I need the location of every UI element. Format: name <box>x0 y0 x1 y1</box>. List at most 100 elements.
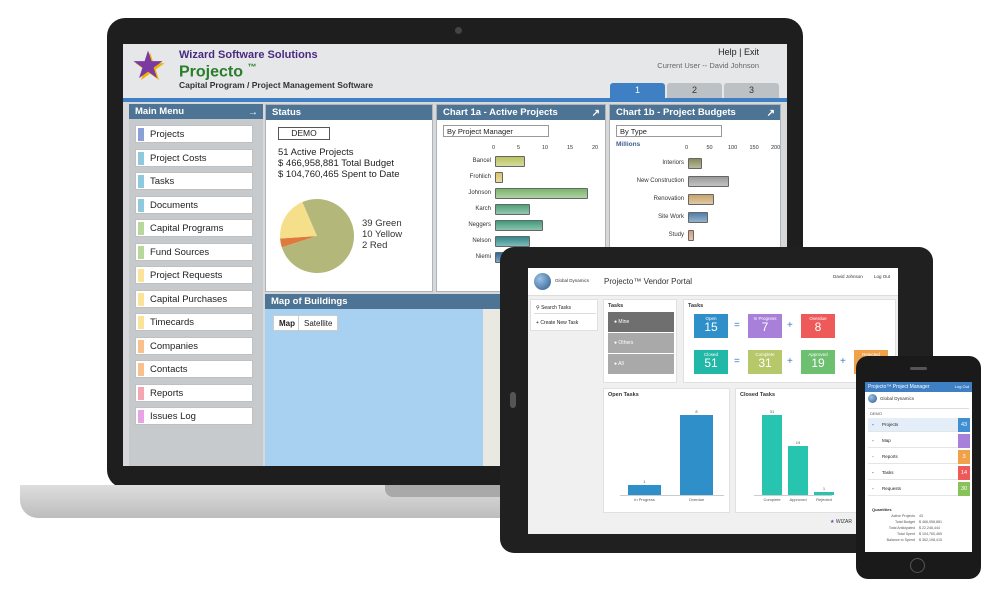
tablet-screen: Global Dynamics Projecto™ Vendor Portal … <box>528 268 898 534</box>
create-task-button[interactable]: + Create New Task <box>534 318 596 328</box>
bar-nelson[interactable] <box>495 236 530 247</box>
menu-item-project-costs[interactable]: Project Costs <box>135 148 253 167</box>
vendor-org-name: Global Dynamics <box>555 278 590 283</box>
menu-item-projects[interactable]: Projects <box>135 125 253 143</box>
open-tasks-title: Open Tasks <box>608 392 639 398</box>
tile-complete-label: Complete <box>755 352 775 357</box>
chart-1b-selector[interactable]: By Type <box>616 125 722 137</box>
equals-sign: = <box>734 356 740 367</box>
menu-color-swatch <box>138 292 144 306</box>
bar-karch[interactable] <box>495 204 530 215</box>
tile-approved[interactable]: Approved 19 <box>801 350 835 374</box>
laptop-notch <box>385 485 515 497</box>
tile-in-progress[interactable]: In Progress 7 <box>748 314 782 338</box>
menu-item-project-requests[interactable]: Project Requests <box>135 266 253 284</box>
menu-item-reports[interactable]: Reports <box>135 383 253 402</box>
status-panel: Status DEMO 51 Active Projects $ 466,958… <box>265 104 433 292</box>
company-name: Wizard Software Solutions <box>179 49 318 61</box>
x-tick-label: 10 <box>542 145 549 151</box>
phone-menu-reports[interactable]: ▪ Reports 3 <box>868 450 970 464</box>
phone-item-count: 3 <box>958 450 970 464</box>
help-link[interactable]: Help <box>718 47 737 57</box>
closed-tasks-plot: 31 Complete 19 Approved 1 Rejected <box>736 399 897 514</box>
filter-others[interactable]: ● Others <box>608 333 674 353</box>
exit-link[interactable]: Exit <box>743 47 759 57</box>
phone-screen: Projecto™ Project Manager Log Out Global… <box>865 382 972 552</box>
arrow-right-icon[interactable]: → <box>248 107 258 118</box>
expand-icon[interactable]: ↗ <box>591 108 600 119</box>
filter-all[interactable]: ● All <box>608 354 674 374</box>
bar-in-progress[interactable] <box>628 485 661 495</box>
bar-renovation[interactable] <box>688 194 714 205</box>
bar-frohlich[interactable] <box>495 172 503 183</box>
menu-color-swatch <box>138 151 144 165</box>
vendor-title: Projecto™ Vendor Portal <box>604 277 693 286</box>
menu-color-swatch <box>138 386 144 400</box>
bar-interiors[interactable] <box>688 158 703 169</box>
tile-overdue[interactable]: Overdue 8 <box>801 314 835 338</box>
equals-sign: = <box>734 320 740 331</box>
chart-1a-selector[interactable]: By Project Manager <box>443 125 549 137</box>
quantity-value: $ 466,958,881 <box>919 520 942 524</box>
menu-item-companies[interactable]: Companies <box>135 336 253 355</box>
phone-menu-projects[interactable]: ▪ Projects 43 <box>868 418 970 432</box>
bar-neggers[interactable] <box>495 220 543 231</box>
category-label: Bancel <box>472 158 491 164</box>
tile-complete[interactable]: Complete 31 <box>748 350 782 374</box>
bar-bancel[interactable] <box>495 156 525 167</box>
quantity-label: Balance to Spend <box>886 538 915 542</box>
map-view-button[interactable]: Map <box>273 315 301 331</box>
bar-site-work[interactable] <box>688 212 709 223</box>
category-label: Nelson <box>472 238 491 244</box>
quantity-value: $ 22,246,444 <box>919 526 940 530</box>
phone-org: Global Dynamics <box>880 396 915 401</box>
menu-color-swatch <box>138 222 144 235</box>
menu-item-label: Contacts <box>150 364 188 375</box>
bar-rejected[interactable] <box>814 492 834 495</box>
menu-item-capital-purchases[interactable]: Capital Purchases <box>135 289 253 308</box>
page-tab-1[interactable]: 1 <box>610 83 665 98</box>
tile-closed[interactable]: Closed 51 <box>694 350 728 374</box>
bar-approved[interactable] <box>788 445 808 495</box>
phone-menu-requests[interactable]: ▪ Requests 30 <box>868 482 970 496</box>
phone-item-label: Map <box>882 438 891 443</box>
x-tick-label: 100 <box>728 145 738 151</box>
page-tab-3[interactable]: 3 <box>724 83 779 98</box>
tile-closed-value: 51 <box>704 356 718 370</box>
menu-item-tasks[interactable]: Tasks <box>135 172 253 190</box>
bar-study[interactable] <box>688 230 695 241</box>
menu-item-issues-log[interactable]: Issues Log <box>135 407 253 425</box>
menu-item-fund-sources[interactable]: Fund Sources <box>135 242 253 261</box>
phone-logout[interactable]: Log Out <box>954 384 969 389</box>
filter-mine[interactable]: ● Mine <box>608 312 674 332</box>
bar-complete[interactable] <box>762 415 782 495</box>
phone-menu-tasks[interactable]: ▪ Tasks 14 <box>868 466 970 480</box>
menu-color-swatch <box>138 363 144 376</box>
phone-title: Projecto™ Project Manager <box>868 384 930 390</box>
phone-home-button[interactable] <box>910 558 925 573</box>
x-tick-label: 0 <box>492 145 496 151</box>
bar-new-construction[interactable] <box>688 176 729 187</box>
category-label: In Progress <box>634 497 655 502</box>
page-tab-2[interactable]: 2 <box>667 83 722 98</box>
bar-value-label: 19 <box>795 439 801 445</box>
menu-item-contacts[interactable]: Contacts <box>135 360 253 378</box>
phone-item-label: Projects <box>882 422 899 427</box>
bar-johnson[interactable] <box>495 188 588 199</box>
satellite-view-button[interactable]: Satellite <box>298 315 339 331</box>
filter-mine-label: Mine <box>618 319 630 325</box>
menu-item-documents[interactable]: Documents <box>135 195 253 214</box>
menu-item-timecards[interactable]: Timecards <box>135 313 253 331</box>
phone-item-label: Reports <box>882 454 898 459</box>
logout-link[interactable]: Log Out <box>874 274 891 279</box>
bar-overdue[interactable] <box>680 415 713 495</box>
phone-device: Projecto™ Project Manager Log Out Global… <box>856 356 981 579</box>
demo-button[interactable]: DEMO <box>278 127 330 140</box>
phone-menu-map[interactable]: ▪ Map <box>868 434 970 448</box>
open-tasks-chart: Open Tasks 1 In Progress 8 Overdue <box>603 388 730 513</box>
tile-open[interactable]: Open 15 <box>694 314 728 338</box>
menu-color-swatch <box>138 128 144 141</box>
search-tasks-button[interactable]: ⚲ Search Tasks <box>534 303 596 314</box>
menu-item-capital-programs[interactable]: Capital Programs <box>135 219 253 237</box>
expand-icon[interactable]: ↗ <box>766 108 775 119</box>
